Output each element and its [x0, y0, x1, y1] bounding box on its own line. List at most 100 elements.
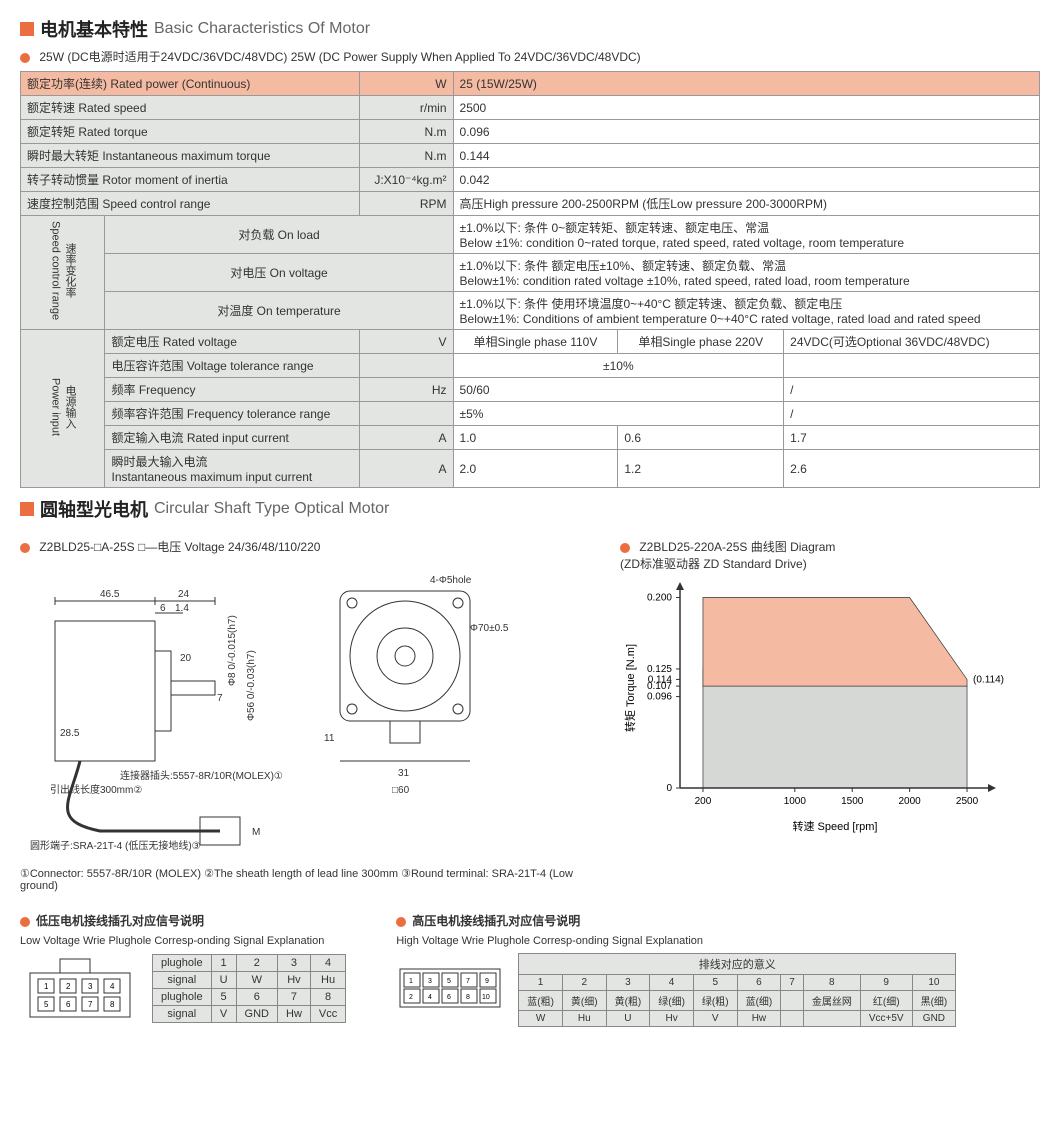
cell: A [359, 450, 453, 488]
cell: 24VDC(可选Optional 36VDC/48VDC) [784, 330, 1040, 354]
dim: 4-Φ5hole [430, 575, 472, 586]
torque-speed-chart: 00.0960.1070.1140.1250.20020010001500200… [620, 578, 1040, 838]
svg-text:7: 7 [466, 978, 470, 985]
svg-text:5: 5 [447, 978, 451, 985]
svg-text:2: 2 [409, 994, 413, 1001]
bullet-icon [620, 543, 630, 553]
cell: 2.6 [784, 450, 1040, 488]
cell: ±10% [453, 354, 784, 378]
model-text: Z2BLD25-□A-25S □—电压 Voltage 24/36/48/110… [39, 540, 320, 554]
cell: W [359, 72, 453, 96]
cell: 瞬时最大输入电流 Instantaneous maximum input cur… [105, 450, 360, 488]
dim: 20 [180, 653, 192, 664]
cell: 50/60 [453, 378, 784, 402]
dim: 6 [160, 603, 166, 614]
dim: 46.5 [100, 589, 120, 600]
cell: 0.144 [453, 144, 1039, 168]
lv-title-en: Low Voltage Wrie Plughole Corresp-onding… [20, 935, 346, 947]
cell: N.m [359, 120, 453, 144]
cell: 高压High pressure 200-2500RPM (低压Low press… [453, 192, 1039, 216]
cell: J:X10⁻⁴kg.m² [359, 168, 453, 192]
svg-text:4: 4 [428, 994, 432, 1001]
dim: 1.4 [175, 603, 189, 614]
drawings: 46.5 24 6 1.4 20 7 28.5 Φ8 0/-0.015(h7) … [20, 561, 580, 861]
dim: 引出线长度300mm② [50, 783, 142, 796]
title2-en: Circular Shaft Type Optical Motor [154, 500, 389, 518]
hv-connector-icon: 13579 246810 [396, 953, 506, 1013]
section1-title: 电机基本特性 Basic Characteristics Of Motor [20, 16, 1040, 42]
cell: 单相Single phase 220V [618, 330, 784, 354]
cell: 对温度 On temperature [105, 292, 453, 330]
title-en: Basic Characteristics Of Motor [154, 20, 370, 38]
row-drawings-chart: Z2BLD25-□A-25S □—电压 Voltage 24/36/48/110… [20, 532, 1040, 892]
cell: 1.0 [453, 426, 618, 450]
dim: 31 [398, 768, 410, 779]
cell: 对电压 On voltage [105, 254, 453, 292]
svg-text:转矩 Torque [N.m]: 转矩 Torque [N.m] [623, 644, 637, 732]
cell: 2500 [453, 96, 1039, 120]
cell: 1.7 [784, 426, 1040, 450]
dim: 7 [217, 693, 223, 704]
dim: Φ56 0/-0.03(h7) [246, 650, 257, 721]
dim: 连接器插头:5557-8R/10R(MOLEX)① [120, 769, 283, 782]
cell: 1.2 [618, 450, 784, 488]
svg-text:1500: 1500 [841, 796, 864, 807]
cell: 额定电压 Rated voltage [105, 330, 360, 354]
cell: 25 (15W/25W) [453, 72, 1039, 96]
cell: 0.042 [453, 168, 1039, 192]
vert-label: 速率变化率 Speed control range [48, 221, 77, 320]
sub-text: 25W (DC电源时适用于24VDC/36VDC/48VDC) 25W (DC … [39, 50, 640, 64]
cell: Hz [359, 378, 453, 402]
svg-text:0.125: 0.125 [647, 664, 672, 675]
cell: ±1.0%以下: 条件 额定电压±10%、额定转速、额定负载、常温 Below±… [453, 254, 1039, 292]
hv-title-cn: 高压电机接线插孔对应信号说明 [412, 914, 580, 928]
cell: 电压容许范围 Voltage tolerance range [105, 354, 360, 378]
svg-text:转速 Speed [rpm]: 转速 Speed [rpm] [793, 819, 878, 833]
pi-group: 电源输入 Power input [21, 330, 105, 488]
svg-text:0.200: 0.200 [647, 593, 672, 604]
bullet-icon [20, 53, 30, 63]
svg-text:200: 200 [695, 796, 712, 807]
svg-text:(0.114): (0.114) [973, 674, 1004, 685]
svg-text:1: 1 [409, 978, 413, 985]
cell: 额定输入电流 Rated input current [105, 426, 360, 450]
svg-text:6: 6 [66, 1000, 71, 1009]
svg-text:1000: 1000 [784, 796, 807, 807]
cell: RPM [359, 192, 453, 216]
cell: 额定转矩 Rated torque [21, 120, 360, 144]
cell: ±1.0%以下: 条件 使用环境温度0~+40°C 额定转速、额定负载、额定电压… [453, 292, 1039, 330]
cell [359, 402, 453, 426]
svg-text:2: 2 [66, 982, 71, 991]
sub-heading: 25W (DC电源时适用于24VDC/36VDC/48VDC) 25W (DC … [20, 48, 1040, 65]
svg-text:7: 7 [88, 1000, 93, 1009]
dim: 28.5 [60, 728, 80, 739]
svg-text:6: 6 [447, 994, 451, 1001]
svg-text:9: 9 [485, 978, 489, 985]
dim: M [252, 827, 260, 838]
svg-text:2500: 2500 [956, 796, 979, 807]
section2-title: 圆轴型光电机 Circular Shaft Type Optical Motor [20, 496, 1040, 522]
cell: A [359, 426, 453, 450]
side-view-drawing: 46.5 24 6 1.4 20 7 28.5 Φ8 0/-0.015(h7) … [20, 561, 290, 861]
cell: r/min [359, 96, 453, 120]
dim: Φ8 0/-0.015(h7) [227, 615, 238, 686]
cell: N.m [359, 144, 453, 168]
svg-text:8: 8 [110, 1000, 115, 1009]
cell: 速度控制范围 Speed control range [21, 192, 360, 216]
plug-row: 低压电机接线插孔对应信号说明 Low Voltage Wrie Plughole… [20, 906, 1040, 1027]
svg-text:8: 8 [466, 994, 470, 1001]
title-cn: 电机基本特性 [40, 16, 148, 42]
cell: 转子转动惯量 Rotor moment of inertia [21, 168, 360, 192]
drawings-col: Z2BLD25-□A-25S □—电压 Voltage 24/36/48/110… [20, 532, 580, 892]
cell [784, 354, 1040, 378]
chart-title: Z2BLD25-220A-25S 曲线图 Diagram (ZD标准驱动器 ZD… [620, 540, 835, 571]
dim: Φ70±0.5 [470, 623, 509, 634]
title-square-icon [20, 22, 34, 36]
svg-text:0.096: 0.096 [647, 692, 672, 703]
svg-text:3: 3 [428, 978, 432, 985]
cell: 频率容许范围 Frequency tolerance range [105, 402, 360, 426]
cell: ±5% [453, 402, 784, 426]
cell: / [784, 378, 1040, 402]
cell: 瞬时最大转矩 Instantaneous maximum torque [21, 144, 360, 168]
svg-text:0.114: 0.114 [648, 674, 673, 685]
